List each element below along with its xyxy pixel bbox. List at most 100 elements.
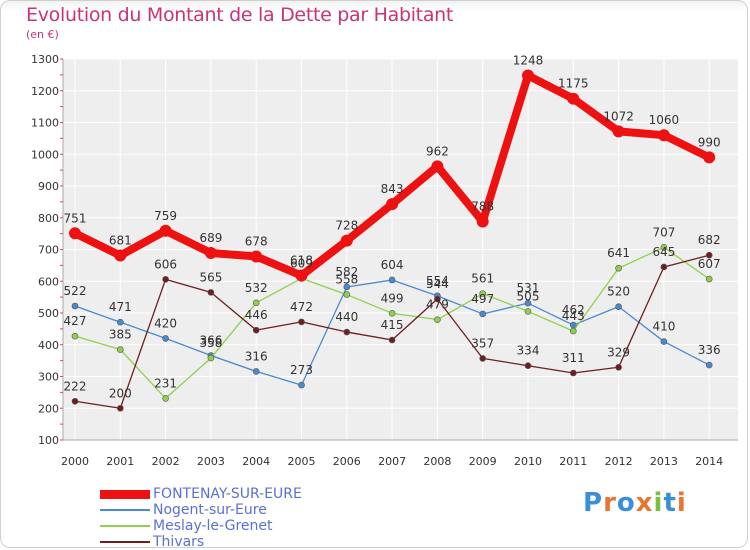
data-point-thivars [660,263,668,271]
data-point-nogent-sur-eure [343,283,351,291]
data-label-meslay-le-grenet: 561 [471,272,494,286]
data-label-meslay-le-grenet: 707 [652,225,675,239]
data-label-meslay-le-grenet: 558 [335,273,358,287]
data-label-meslay-le-grenet: 609 [290,256,313,270]
data-label-thivars: 440 [335,310,358,324]
x-tick-label: 2005 [288,455,316,468]
data-point-thivars [343,328,351,336]
data-point-fontenay-sur-eure [114,249,127,262]
data-label-meslay-le-grenet: 532 [245,281,268,295]
x-tick-label: 2009 [469,455,497,468]
logo-letter: o [616,488,636,518]
y-tick-label: 1000 [31,148,59,161]
data-label-nogent-sur-eure: 522 [64,284,87,298]
chart-title: Evolution du Montant de la Dette par Hab… [26,4,454,26]
data-label-nogent-sur-eure: 497 [471,292,494,306]
y-tick-label: 700 [38,244,59,257]
x-tick-label: 2001 [106,455,134,468]
data-point-thivars [252,326,260,334]
data-point-meslay-le-grenet [434,316,441,323]
legend-label: FONTENAY-SUR-EURE [153,486,302,502]
y-tick-label: 600 [38,275,59,288]
data-point-fontenay-sur-eure [159,224,172,237]
data-label-fontenay-sur-eure: 962 [426,144,449,158]
data-label-thivars: 415 [381,318,404,332]
data-point-meslay-le-grenet [117,346,124,353]
data-point-meslay-le-grenet [207,354,215,362]
data-label-nogent-sur-eure: 520 [607,285,630,299]
data-point-fontenay-sur-eure [612,125,625,138]
data-point-nogent-sur-eure [705,361,713,369]
x-tick-label: 2006 [333,455,361,468]
data-point-nogent-sur-eure [252,368,260,375]
x-tick-label: 2014 [695,455,723,468]
y-tick-label: 300 [38,371,59,384]
data-label-meslay-le-grenet: 499 [381,291,404,305]
data-point-thivars [705,251,713,259]
x-tick-label: 2011 [559,455,587,468]
data-label-fontenay-sur-eure: 843 [381,182,404,196]
data-label-thivars: 682 [698,233,721,247]
data-label-fontenay-sur-eure: 759 [154,209,177,223]
data-label-thivars: 446 [245,308,268,322]
y-tick-label: 900 [38,180,59,193]
data-label-fontenay-sur-eure: 618 [290,254,313,268]
data-point-meslay-le-grenet [660,243,668,251]
data-point-fontenay-sur-eure [295,269,308,282]
data-point-nogent-sur-eure [524,299,532,307]
logo-letter: i [653,488,664,518]
y-tick-label: 500 [38,307,59,320]
data-point-meslay-le-grenet [615,264,622,272]
data-label-meslay-le-grenet: 479 [426,298,449,312]
data-point-meslay-le-grenet [705,275,713,283]
y-tick-label: 800 [38,212,59,225]
data-point-thivars [298,318,305,326]
legend-label: Meslay-le-Grenet [153,518,273,534]
data-point-meslay-le-grenet [162,395,169,402]
x-tick-label: 2000 [61,455,89,468]
data-point-nogent-sur-eure [479,310,487,318]
data-point-thivars [162,276,169,283]
data-label-thivars: 472 [290,300,313,314]
data-label-nogent-sur-eure: 366 [199,334,222,348]
data-point-nogent-sur-eure [71,302,79,310]
data-point-fontenay-sur-eure [69,227,81,240]
x-tick-label: 2002 [152,455,180,468]
legend-swatch [100,489,150,499]
x-tick-label: 2003 [197,455,225,468]
data-label-fontenay-sur-eure: 990 [698,135,721,149]
x-tick-label: 2004 [242,455,270,468]
data-label-thivars: 645 [652,245,675,259]
data-point-thivars [615,363,622,371]
data-label-meslay-le-grenet: 641 [607,246,630,260]
legend-label: Nogent-sur-Eure [153,502,267,518]
logo-letter: x [635,488,654,518]
data-label-fontenay-sur-eure: 751 [64,211,87,225]
data-label-fontenay-sur-eure: 728 [335,219,358,233]
y-tick-label: 1200 [31,85,59,98]
data-point-fontenay-sur-eure [204,246,217,259]
x-tick-label: 2010 [514,455,542,468]
data-label-nogent-sur-eure: 554 [426,274,449,288]
data-label-nogent-sur-eure: 462 [562,303,585,317]
data-point-thivars [388,336,396,344]
data-point-thivars [569,369,577,377]
data-label-nogent-sur-eure: 273 [290,363,313,377]
data-point-thivars [71,397,79,405]
data-point-meslay-le-grenet [343,291,351,298]
data-point-thivars [479,355,487,362]
logo-letter: r [603,488,617,518]
x-tick-label: 2013 [650,455,678,468]
y-tick-label: 200 [38,402,59,415]
data-label-meslay-le-grenet: 443 [562,309,585,323]
data-label-thivars: 334 [517,344,540,358]
data-point-nogent-sur-eure [615,303,622,310]
data-point-fontenay-sur-eure [250,250,263,263]
data-point-fontenay-sur-eure [386,198,399,211]
data-point-fontenay-sur-eure [522,69,534,82]
data-label-fontenay-sur-eure: 788 [471,200,494,214]
data-point-thivars [434,295,441,303]
data-label-thivars: 222 [64,379,87,393]
data-label-thivars: 329 [607,345,630,359]
